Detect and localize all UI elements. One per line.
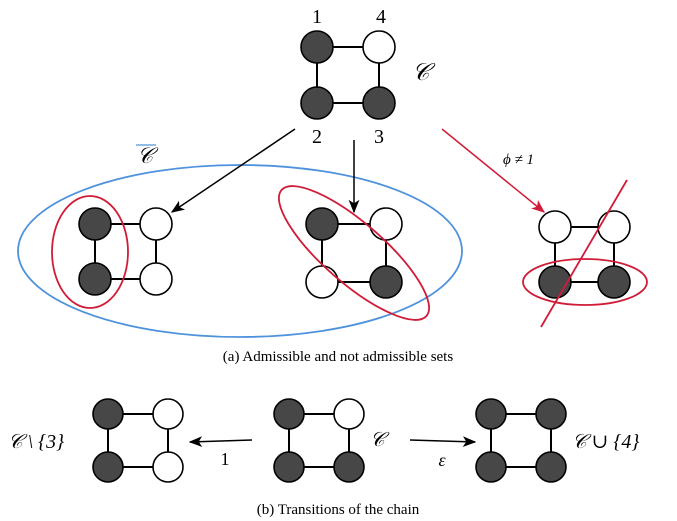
node-label-1: 1 <box>312 6 322 28</box>
node-2 <box>92 451 124 483</box>
node-3 <box>535 451 567 483</box>
transition-arrow-right <box>409 436 477 448</box>
caption-a: (a) Admissible and not admissible sets <box>223 349 454 365</box>
graph-top: 1 4 2 3 𝒞 <box>300 6 436 148</box>
graph-a-left <box>78 207 173 296</box>
node-3 <box>139 262 173 296</box>
graph-a-middle <box>305 207 403 299</box>
node-label-4: 4 <box>376 6 386 28</box>
node-label-2: 2 <box>312 126 322 148</box>
set-label-c: 𝒞 <box>412 60 436 86</box>
caption-b: (b) Transitions of the chain <box>257 502 420 518</box>
graph-b-right <box>475 398 567 483</box>
node-4 <box>369 207 403 241</box>
node-3 <box>152 451 184 483</box>
arrow-to-left-graph <box>170 128 296 213</box>
node-4 <box>333 398 365 430</box>
graph-b-center <box>273 398 365 483</box>
transition-arrow-left <box>188 436 253 448</box>
node-1 <box>538 210 572 244</box>
panel-b: 𝒞 \ {3} 𝒞 𝒞 ∪ {4} 1 <box>8 398 639 518</box>
node-label-3: 3 <box>374 126 384 148</box>
node-1 <box>78 207 112 241</box>
node-3 <box>362 86 396 120</box>
node-2 <box>305 265 339 299</box>
graph-b-left <box>92 398 184 483</box>
node-4 <box>152 398 184 430</box>
node-4 <box>139 207 173 241</box>
phi-label: ϕ ≠ 1 <box>503 152 534 168</box>
strike-through-line <box>540 179 628 328</box>
node-1 <box>273 398 305 430</box>
node-4 <box>362 30 396 64</box>
node-1 <box>300 30 334 64</box>
state-label-center: 𝒞 <box>370 429 390 451</box>
red-set-ellipse-middle <box>278 185 430 321</box>
node-3 <box>597 265 631 299</box>
node-2 <box>273 451 305 483</box>
panel-a: 1 4 2 3 𝒞 𝒞 ϕ ≠ 1 <box>17 6 648 365</box>
node-2 <box>475 451 507 483</box>
node-2 <box>78 262 112 296</box>
red-set-ellipse-left <box>51 195 129 309</box>
node-3 <box>369 265 403 299</box>
node-4 <box>597 210 631 244</box>
transition-rate-left: 1 <box>221 449 230 469</box>
transition-rate-right: ε <box>438 450 446 470</box>
node-3 <box>333 451 365 483</box>
node-1 <box>475 398 507 430</box>
graph-a-right <box>538 210 631 299</box>
state-label-left: 𝒞 \ {3} <box>8 431 64 453</box>
node-1 <box>305 207 339 241</box>
state-label-right: 𝒞 ∪ {4} <box>572 431 639 453</box>
node-2 <box>300 86 334 120</box>
admissible-sets-label: 𝒞 <box>137 143 159 168</box>
red-set-ellipse-right <box>522 258 648 306</box>
node-1 <box>92 398 124 430</box>
arrow-to-right-graph <box>441 128 546 213</box>
admissible-sets-ellipse <box>17 164 463 338</box>
node-4 <box>535 398 567 430</box>
node-2 <box>538 265 572 299</box>
